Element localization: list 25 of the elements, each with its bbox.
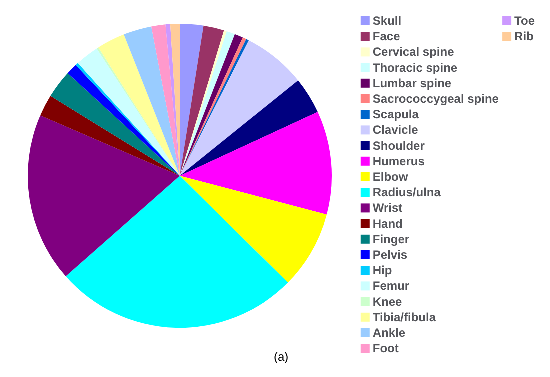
legend-label: Cervical spine xyxy=(372,45,455,60)
legend-label: Foot xyxy=(372,342,399,356)
legend-label: Sacrococcygeal spine xyxy=(372,92,500,106)
legend-label: Hand xyxy=(372,216,403,231)
legend-label: Toe xyxy=(514,14,536,28)
legend-label: Scapula xyxy=(372,108,420,122)
legend-label: Skull xyxy=(372,14,402,28)
legend-label: Knee xyxy=(372,294,403,309)
legend-label: Rib xyxy=(514,30,534,44)
legend-label: Elbow xyxy=(372,170,409,184)
legend-label: Finger xyxy=(372,232,410,246)
legend-label: Humerus xyxy=(372,154,426,168)
legend-label: Tibia/fibula xyxy=(372,310,436,324)
legend-label: Pelvis xyxy=(372,248,408,262)
legend-label: Hip xyxy=(372,264,392,278)
text: (a) xyxy=(274,350,289,364)
legend-label: Shoulder xyxy=(372,138,426,153)
legend-label: Femur xyxy=(372,279,410,294)
legend-label: Face xyxy=(372,30,401,44)
legend-label: Thoracic spine xyxy=(372,60,458,75)
legend-label: Wrist xyxy=(372,201,403,216)
legend-label: Clavicle xyxy=(372,123,419,138)
legend-label: Ankle xyxy=(372,326,406,340)
legend-label: Radius/ulna xyxy=(372,186,442,200)
legend-label: Lumbar spine xyxy=(372,76,452,90)
